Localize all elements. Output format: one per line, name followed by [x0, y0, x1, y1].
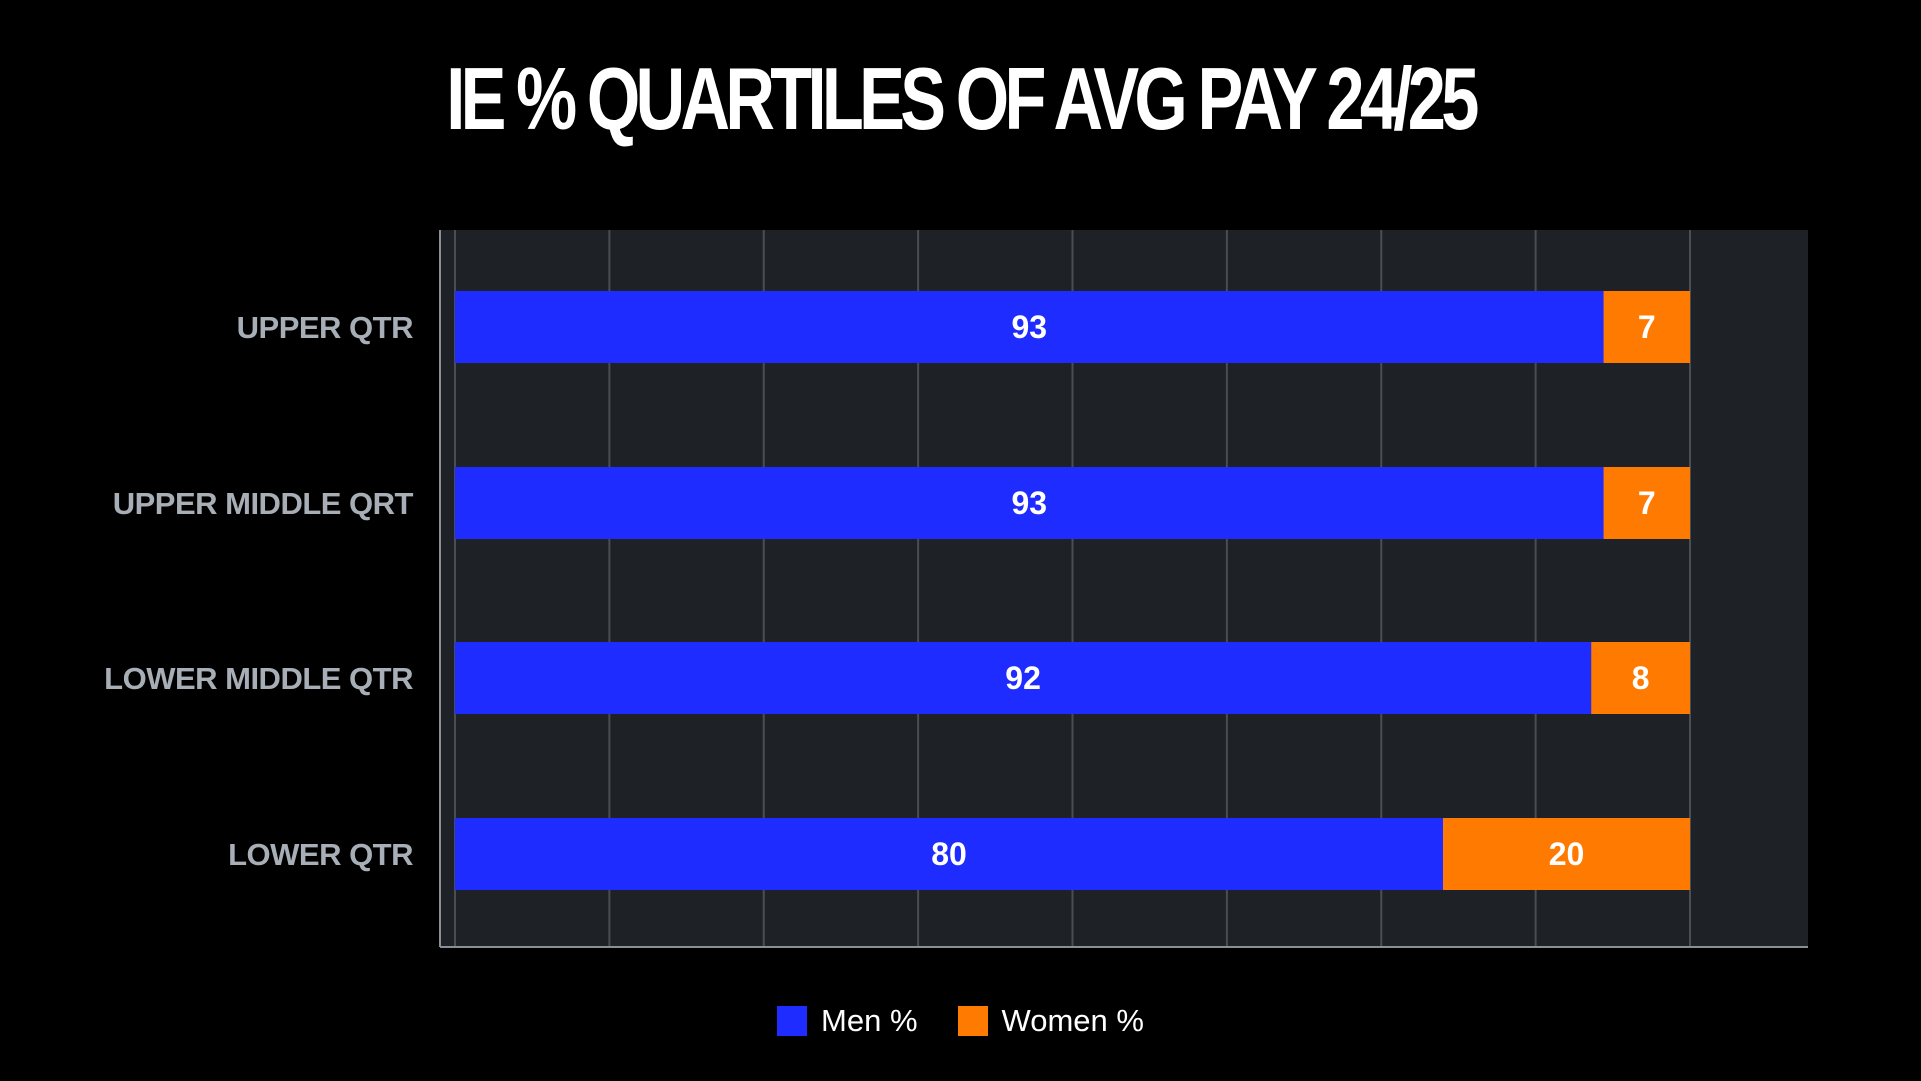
bar-men	[455, 642, 1592, 714]
data-label: 92	[1005, 660, 1041, 696]
category-label: LOWER MIDDLE QTR	[104, 661, 413, 696]
legend-swatch-men	[777, 1006, 808, 1036]
bar-women	[1603, 467, 1690, 539]
legend-label-women: Women %	[1001, 1003, 1144, 1038]
legend-item-women: Women %	[957, 1003, 1144, 1039]
category-label: UPPER MIDDLE QRT	[113, 486, 414, 521]
bar-men	[455, 467, 1604, 539]
chart-title: IE % QUARTILES OF AVG PAY 24/25	[446, 49, 1479, 148]
bar-men	[455, 818, 1443, 890]
data-label: 80	[931, 836, 967, 872]
legend-swatch-women	[957, 1006, 988, 1036]
data-label: 93	[1011, 309, 1047, 345]
data-label: 8	[1632, 660, 1650, 696]
bar-women	[1591, 642, 1690, 714]
legend-item-men: Men %	[777, 1003, 918, 1039]
legend: Men % Women %	[0, 1003, 1921, 1039]
data-label: 7	[1638, 309, 1656, 345]
data-label: 7	[1638, 485, 1656, 521]
legend-label-men: Men %	[821, 1003, 918, 1038]
bar-men	[455, 291, 1604, 363]
data-label: 20	[1549, 836, 1585, 872]
category-label: LOWER QTR	[228, 837, 413, 872]
data-label: 93	[1011, 485, 1047, 521]
bar-women	[1443, 818, 1690, 890]
bar-women	[1603, 291, 1690, 363]
category-label: UPPER QTR	[237, 310, 413, 345]
